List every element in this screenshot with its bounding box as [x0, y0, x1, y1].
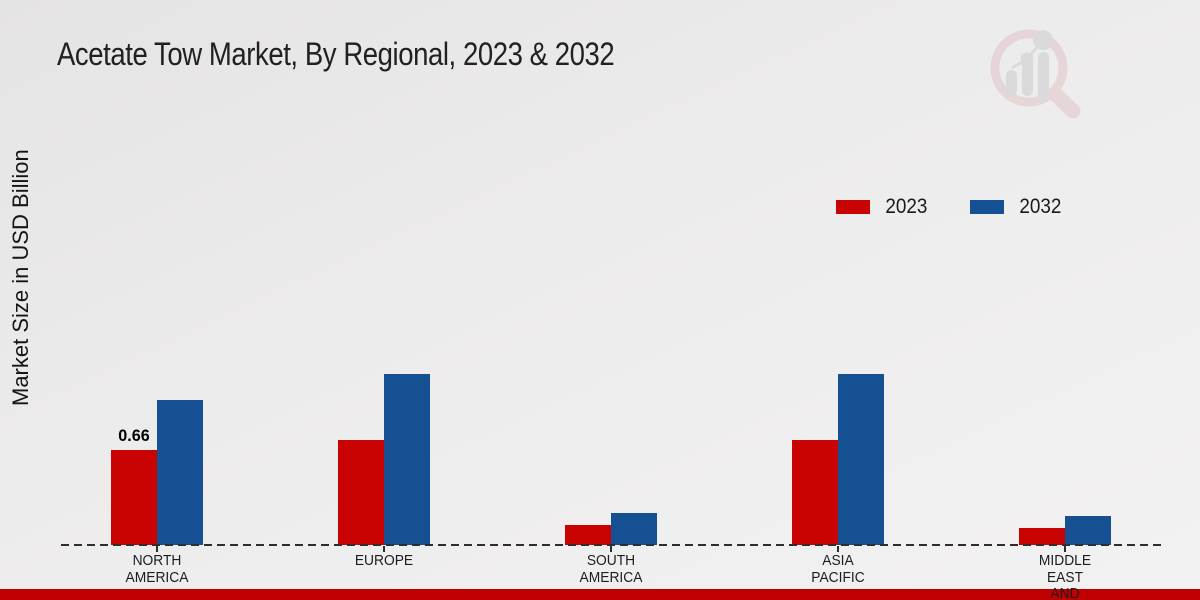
bar-2032-europe: [384, 374, 430, 545]
legend: 2023 2032: [836, 195, 1063, 219]
category-label-north-america: NORTH AMERICA: [125, 552, 189, 586]
x-axis-tick: [156, 546, 158, 552]
chart-title: Acetate Tow Market, By Regional, 2023 & …: [57, 36, 615, 72]
data-label-2023-north-america: 0.66: [118, 426, 150, 445]
bar-2032-asia-pacific: [838, 374, 884, 545]
legend-item-2032: 2032: [969, 195, 1064, 219]
x-axis-tick: [383, 546, 385, 552]
legend-item-2023: 2023: [836, 195, 930, 219]
legend-label: 2032: [1019, 195, 1062, 218]
x-axis-tick: [610, 546, 612, 552]
x-axis-tick: [837, 546, 839, 552]
x-axis-tick: [1064, 546, 1066, 552]
category-label-europe: EUROPE: [354, 552, 414, 569]
legend-swatch-2032: [969, 200, 1004, 214]
bar-2023-north-america: [111, 450, 157, 545]
bar-2023-asia-pacific: [792, 440, 838, 545]
bar-2032-south-america: [611, 513, 657, 545]
bar-2023-middle-east-and: [1019, 528, 1065, 545]
bar-2032-north-america: [157, 400, 203, 545]
bar-2032-middle-east-and: [1065, 516, 1111, 545]
legend-swatch-2023: [836, 200, 870, 214]
category-label-asia-pacific: ASIA PACIFIC: [811, 552, 865, 586]
bar-2023-south-america: [565, 525, 611, 545]
footer-red-banner: [0, 589, 1200, 600]
market-research-future-logo-watermark: [990, 29, 1081, 118]
x-axis-dashed-line: [61, 544, 1162, 546]
category-label-south-america: SOUTH AMERICA: [579, 552, 643, 586]
bar-2023-europe: [338, 440, 384, 545]
legend-label: 2023: [885, 195, 928, 218]
category-label-middle-east-and: MIDDLE EAST AND: [1038, 552, 1092, 600]
